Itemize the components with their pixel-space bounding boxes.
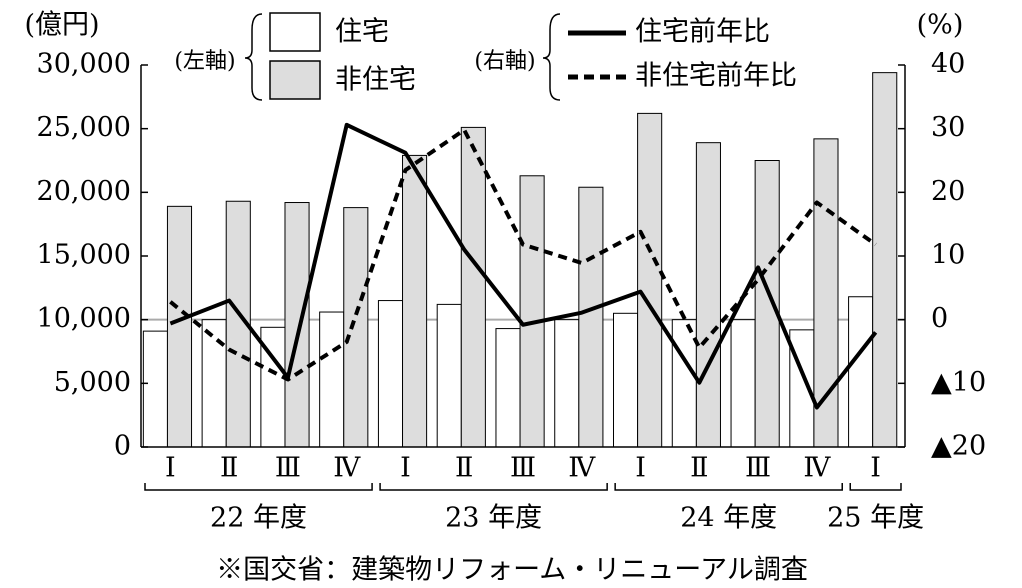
y-unit: (億円): [24, 10, 99, 41]
y-tick-label: 0: [114, 431, 131, 462]
brace: [542, 13, 561, 101]
x-tick-label: Ⅳ: [333, 453, 361, 484]
y2-tick-label: 20: [931, 176, 965, 207]
x-tick-label: Ⅲ: [510, 453, 536, 484]
bar: [343, 207, 369, 448]
bar: [671, 319, 697, 448]
y2-tick-label: 40: [931, 49, 965, 80]
bar: [872, 72, 898, 448]
group-bracket: [379, 483, 608, 491]
legend-label: 住宅前年比: [635, 17, 770, 48]
legend-swatch: [269, 12, 321, 52]
bar: [377, 300, 404, 448]
y-tick-label: 15,000: [37, 240, 131, 271]
bar: [613, 312, 639, 448]
bar: [730, 319, 756, 448]
x-tick-label: Ⅳ: [803, 453, 831, 484]
bar: [554, 319, 580, 448]
x-tick-label: Ⅲ: [745, 453, 771, 484]
left-axis-note: (左軸): [174, 49, 235, 74]
x-tick-label: Ⅲ: [275, 453, 301, 484]
group-bracket: [614, 483, 843, 491]
bar: [142, 330, 168, 448]
bar: [495, 328, 521, 448]
bar: [284, 202, 310, 448]
bar: [436, 303, 462, 448]
bar: [319, 311, 345, 448]
group-label: 22 年度: [210, 503, 307, 534]
legend-label: 非住宅前年比: [635, 61, 797, 92]
x-tick-label: Ⅳ: [568, 453, 596, 484]
group-label: 24 年度: [680, 503, 777, 534]
legend-swatch: [269, 60, 321, 100]
y2-tick-label: 0: [931, 303, 948, 334]
y2-tick-label: 30: [931, 112, 965, 143]
x-tick-label: Ⅱ: [455, 453, 473, 484]
bar: [848, 296, 874, 448]
y2-tick-label: 10: [931, 240, 965, 271]
bar: [201, 319, 227, 448]
group-label: 25 年度: [827, 503, 924, 534]
y-tick-label: 5,000: [54, 367, 131, 398]
x-tick-label: Ⅱ: [690, 453, 708, 484]
bar: [460, 126, 486, 448]
x-tick-label: Ⅰ: [635, 453, 646, 484]
y2-tick-label: ▲20: [931, 431, 986, 462]
y-tick-label: 25,000: [37, 112, 131, 143]
legend-label: 住宅: [335, 17, 389, 48]
bar: [166, 205, 193, 448]
group-bracket: [849, 483, 902, 491]
y2-unit: (%): [917, 10, 964, 41]
y2-tick-label: ▲10: [931, 367, 986, 398]
x-tick-label: Ⅱ: [220, 453, 238, 484]
source: ※国交省：建築物リフォーム・リニューアル調査: [216, 555, 808, 586]
x-tick-label: Ⅰ: [165, 453, 176, 484]
group-bracket: [144, 483, 373, 491]
y-tick-label: 30,000: [37, 49, 131, 80]
x-tick-label: Ⅰ: [870, 453, 881, 484]
y-tick-label: 20,000: [37, 176, 131, 207]
x-tick-label: Ⅰ: [400, 453, 411, 484]
brace: [244, 13, 263, 101]
line: [169, 127, 877, 382]
bar: [402, 154, 428, 448]
bar: [813, 138, 839, 448]
bar: [578, 186, 604, 448]
bar: [519, 175, 545, 448]
right-axis-note: (右軸): [474, 49, 535, 74]
group-label: 23 年度: [445, 503, 542, 534]
legend-label: 非住宅: [335, 65, 416, 96]
bar: [754, 160, 780, 448]
bar: [637, 112, 663, 448]
bar: [695, 142, 721, 448]
y-tick-label: 10,000: [37, 303, 131, 334]
